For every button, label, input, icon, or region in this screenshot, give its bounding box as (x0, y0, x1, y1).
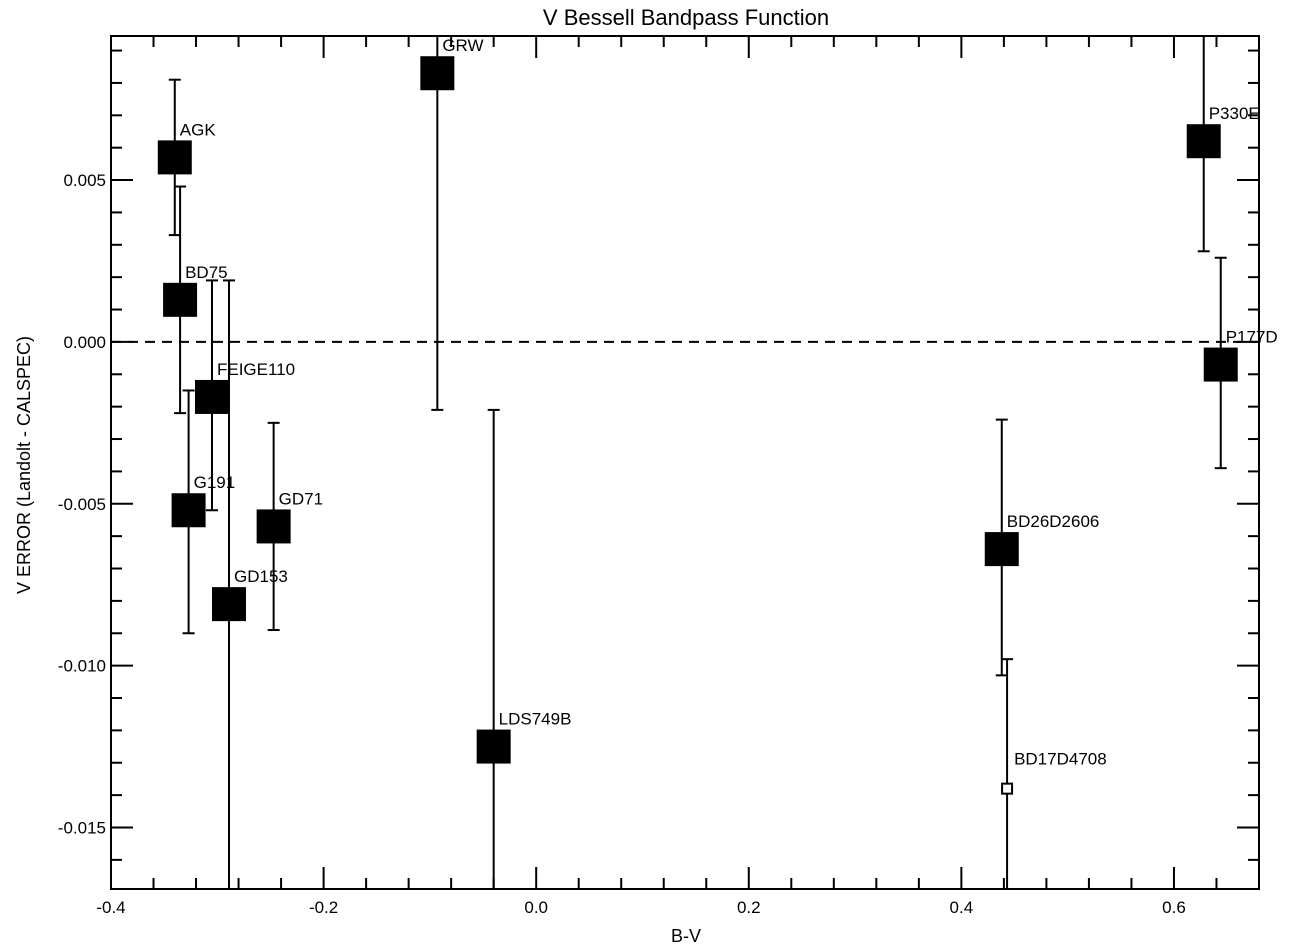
y-tick-label: 0.000 (63, 333, 106, 352)
y-tick-label: 0.005 (63, 171, 106, 190)
x-axis-label: B-V (671, 926, 701, 946)
marker-grw (420, 56, 455, 91)
marker-gd153 (211, 587, 246, 622)
point-label-lds749b: LDS749B (499, 710, 572, 729)
point-label-grw: GRW (442, 36, 483, 55)
marker-lds749b (476, 729, 511, 764)
marker-bd17d4708 (1001, 782, 1014, 795)
point-label-g191: G191 (194, 473, 236, 492)
point-label-bd17d4708: BD17D4708 (1014, 750, 1107, 769)
x-tick-label: -0.2 (309, 898, 338, 917)
axes-group: -0.4 -0.2 0.0 0.2 0.4 0.6 -0.015 -0.010 -0.005 0.… (58, 35, 1260, 917)
chart-title: V Bessell Bandpass Function (543, 5, 829, 30)
x-tick-label: 0.4 (950, 898, 974, 917)
point-label-feige110: FEIGE110 (217, 360, 295, 379)
plot-area (111, 36, 1259, 889)
marker-p177d (1203, 347, 1238, 382)
x-tick-label: 0.6 (1162, 898, 1186, 917)
marker-bd26d2606 (984, 532, 1019, 567)
marker-agk (157, 140, 192, 175)
point-label-gd71: GD71 (279, 489, 323, 508)
point-label-bd26d2606: BD26D2606 (1007, 512, 1100, 531)
plot-frame (110, 35, 1260, 890)
x-tick-label: 0.2 (737, 898, 761, 917)
marker-p330e (1186, 124, 1221, 159)
x-tick-label: 0.0 (524, 898, 548, 917)
marker-g191 (171, 493, 206, 528)
y-axis-label: V ERROR (Landolt - CALSPEC) (14, 336, 34, 594)
point-label-gd153: GD153 (234, 567, 288, 586)
point-label-p177d: P177D (1226, 328, 1278, 347)
point-label-bd75: BD75 (185, 263, 228, 282)
x-tick-label: -0.4 (96, 898, 125, 917)
point-labels: AGK BD75 FEIGE110 G191 GD153 GD71 GRW LDS749B BD… (180, 36, 1278, 768)
y-tick-label: -0.010 (58, 657, 106, 676)
point-label-p330e: P330E (1209, 104, 1260, 123)
marker-feige110 (194, 379, 229, 414)
y-tick-label: -0.015 (58, 818, 106, 837)
marker-gd71 (256, 509, 291, 544)
point-label-agk: AGK (180, 120, 217, 139)
y-tick-label: -0.005 (58, 495, 106, 514)
marker-bd75 (163, 282, 198, 317)
